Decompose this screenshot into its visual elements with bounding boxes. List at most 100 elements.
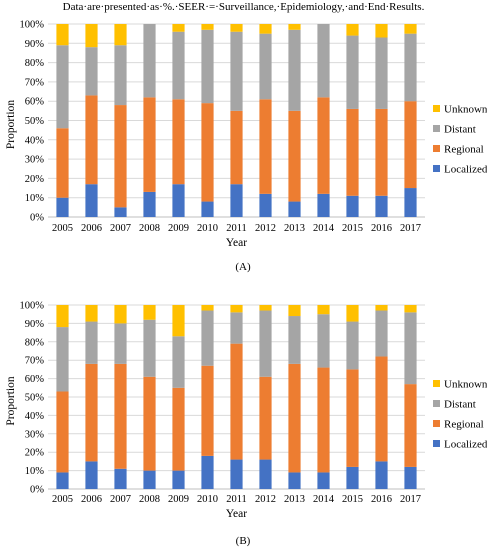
bar-distant-2008	[143, 319, 156, 377]
bar-unknown-2009	[172, 305, 185, 337]
bar-unknown-2011	[230, 305, 243, 313]
y-tick-label: 70%	[25, 356, 45, 367]
x-tick-label: 2014	[313, 494, 335, 505]
x-tick-label: 2011	[226, 223, 247, 234]
y-tick-label: 80%	[25, 58, 45, 69]
figure-caption: Data·are·presented·as·%.·SEER·=·Surveill…	[62, 1, 425, 13]
bar-distant-2006	[85, 321, 98, 364]
bar-unknown-2007	[114, 305, 127, 324]
x-tick-label: 2013	[284, 494, 305, 505]
legend-swatch-regional	[433, 145, 440, 152]
bar-localized-2015	[346, 466, 359, 489]
bar-distant-2013	[288, 316, 301, 364]
x-tick-label: 2017	[400, 494, 421, 505]
bar-regional-2009	[172, 99, 185, 185]
bar-localized-2006	[85, 461, 98, 489]
y-tick-label: 30%	[25, 429, 45, 440]
y-tick-label: 60%	[25, 97, 45, 108]
legend-swatch-unknown	[433, 380, 440, 387]
bar-unknown-2017	[404, 24, 417, 34]
bar-localized-2017	[404, 466, 417, 489]
legend-label-localized: Localized	[444, 439, 487, 451]
bar-regional-2011	[230, 110, 243, 185]
y-tick-label: 70%	[25, 77, 45, 88]
x-tick-label: 2007	[110, 223, 131, 234]
x-tick-label: 2009	[168, 494, 189, 505]
x-tick-label: 2012	[255, 223, 276, 234]
bar-distant-2008	[143, 24, 156, 98]
x-tick-label: 2007	[110, 494, 131, 505]
panel-label: (B)	[236, 535, 251, 547]
bar-localized-2012	[259, 459, 272, 489]
x-tick-label: 2016	[371, 223, 392, 234]
bar-localized-2013	[288, 201, 301, 217]
bar-regional-2016	[375, 356, 388, 462]
legend-label-distant: Distant	[444, 124, 476, 136]
y-tick-label: 100%	[20, 20, 45, 31]
x-axis-title: Year	[226, 508, 247, 520]
bar-distant-2017	[404, 312, 417, 385]
legend-swatch-regional	[433, 420, 440, 427]
x-tick-label: 2015	[342, 223, 363, 234]
legend-label-regional: Regional	[444, 144, 484, 156]
bar-regional-2007	[114, 363, 127, 469]
legend-swatch-localized	[433, 440, 440, 447]
bar-distant-2011	[230, 312, 243, 344]
bar-unknown-2008	[143, 305, 156, 320]
bar-localized-2007	[114, 468, 127, 489]
y-tick-label: 40%	[25, 411, 45, 422]
bar-regional-2006	[85, 95, 98, 185]
bar-localized-2015	[346, 195, 359, 217]
bar-unknown-2014	[317, 305, 330, 315]
y-axis-title: Proportion	[5, 100, 17, 149]
x-tick-label: 2005	[52, 223, 73, 234]
x-tick-label: 2006	[81, 223, 102, 234]
x-tick-label: 2006	[81, 494, 102, 505]
y-tick-label: 20%	[25, 448, 45, 459]
bar-regional-2008	[143, 97, 156, 192]
bar-unknown-2010	[201, 305, 214, 311]
bar-regional-2005	[56, 391, 69, 473]
legend-swatch-distant	[433, 400, 440, 407]
bar-regional-2005	[56, 128, 69, 198]
x-tick-label: 2005	[52, 494, 73, 505]
bar-regional-2013	[288, 110, 301, 202]
bar-distant-2015	[346, 35, 359, 109]
bar-distant-2016	[375, 37, 388, 109]
x-tick-label: 2012	[255, 494, 276, 505]
bar-unknown-2013	[288, 24, 301, 30]
bar-distant-2012	[259, 33, 272, 100]
y-axis-title: Proportion	[5, 376, 17, 425]
bar-localized-2009	[172, 470, 185, 489]
y-tick-label: 10%	[25, 193, 45, 204]
bar-distant-2007	[114, 45, 127, 106]
y-tick-label: 0%	[30, 485, 44, 496]
bar-unknown-2016	[375, 305, 388, 311]
x-tick-label: 2015	[342, 494, 363, 505]
bar-distant-2007	[114, 323, 127, 364]
y-tick-label: 60%	[25, 374, 45, 385]
bar-regional-2015	[346, 369, 359, 467]
bar-regional-2011	[230, 343, 243, 460]
bar-distant-2005	[56, 327, 69, 392]
bar-unknown-2012	[259, 305, 272, 311]
legend-label-localized: Localized	[444, 164, 487, 176]
y-tick-label: 10%	[25, 466, 45, 477]
x-tick-label: 2008	[139, 494, 160, 505]
x-tick-label: 2017	[400, 223, 421, 234]
bar-regional-2014	[317, 367, 330, 473]
legend-label-unknown: Unknown	[444, 379, 487, 391]
bar-unknown-2010	[201, 24, 214, 30]
bar-unknown-2013	[288, 305, 301, 317]
bar-distant-2016	[375, 310, 388, 357]
bar-distant-2009	[172, 336, 185, 388]
bar-regional-2017	[404, 101, 417, 189]
bar-localized-2016	[375, 195, 388, 217]
bar-localized-2010	[201, 201, 214, 217]
bar-localized-2010	[201, 455, 214, 489]
bar-regional-2012	[259, 99, 272, 194]
x-tick-label: 2010	[197, 223, 218, 234]
bar-localized-2013	[288, 472, 301, 489]
bar-unknown-2005	[56, 305, 69, 328]
bar-localized-2016	[375, 461, 388, 489]
